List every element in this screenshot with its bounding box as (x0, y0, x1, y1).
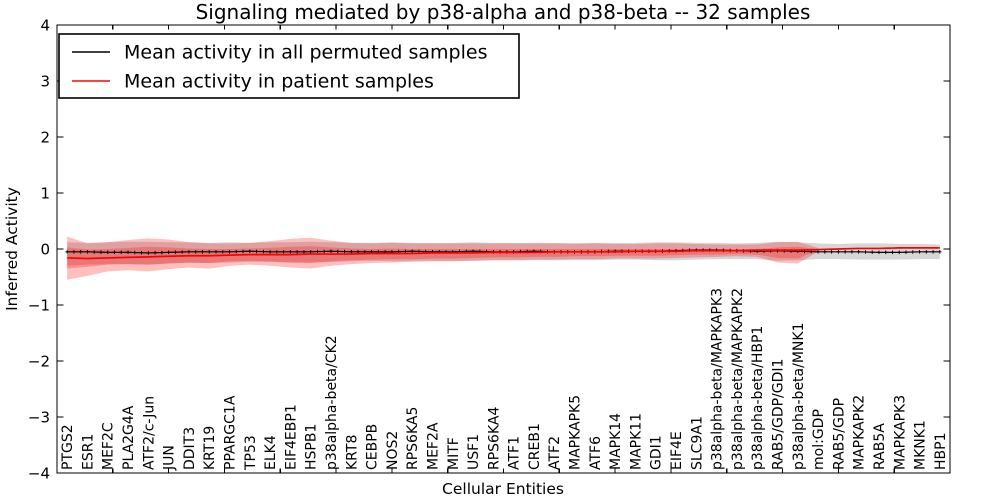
y-tick-label: 3 (40, 73, 50, 91)
y-tick-label: −1 (28, 297, 50, 315)
x-category-label: EIF4EBP1 (283, 404, 299, 470)
x-category-label: MEF2C (101, 422, 117, 470)
x-category-label: ELK4 (263, 435, 279, 470)
x-category-label: HSPB1 (304, 424, 320, 470)
y-axis-title: Inferred Activity (3, 187, 21, 311)
y-tick-label: 0 (40, 241, 50, 259)
y-tick-label: 4 (40, 17, 50, 35)
legend-box (58, 33, 520, 99)
x-category-label: ATF2 (547, 436, 563, 470)
x-category-label: MAPKAPK2 (852, 395, 868, 470)
confidence-band-patient-outer (67, 236, 819, 280)
y-tick-label: −4 (28, 465, 50, 483)
y-tick-label: 2 (40, 129, 50, 147)
y-tick-label: −2 (28, 353, 50, 371)
y-tick-label: 1 (40, 185, 50, 203)
legend: Mean activity in all permuted samples Me… (58, 33, 520, 99)
x-category-label: p38alpha-beta/MAPKAPK3 (710, 288, 726, 470)
x-category-label: p38alpha-beta/MNK1 (791, 323, 807, 471)
plot-dynamic-layer: 4 3 2 1 0 −1 −2 −3 −4 PTGS2 ESR1 MEF2C PLA2G4A ATF2/c… (28, 17, 951, 483)
x-category-label: JUN (162, 445, 178, 471)
legend-label-patient: Mean activity in patient samples (124, 71, 434, 93)
x-category-label: p38alpha-beta/HBP1 (750, 326, 766, 470)
plot-area (57, 25, 950, 473)
x-category-label: MKNK1 (913, 420, 929, 470)
x-category-label: RPS6KA4 (486, 407, 502, 470)
x-category-label: HBP1 (933, 433, 949, 470)
x-category-label: MAPK14 (608, 413, 624, 470)
x-category-label: USF1 (466, 434, 482, 470)
x-category-label: ATF2/c-Jun (141, 396, 157, 470)
x-category-label: PPARGC1A (223, 395, 239, 470)
y-tick-label: −3 (28, 409, 50, 427)
x-category-label: GDI1 (649, 435, 665, 470)
x-category-label: MAPK11 (628, 413, 644, 470)
x-category-label: p38alpha-beta/MAPKAPK2 (730, 288, 746, 470)
x-category-label: RPS6KA5 (405, 407, 421, 470)
x-category-label: MAPKAPK3 (892, 395, 908, 470)
plot-title: Signaling mediated by p38-alpha and p38-… (196, 0, 811, 24)
x-axis-title: Cellular Entities (442, 480, 564, 498)
x-category-label: MITF (446, 437, 462, 470)
x-category-label: RAB5A (872, 423, 888, 470)
x-category-label: PLA2G4A (121, 405, 137, 470)
x-category-label: CEBPB (365, 424, 381, 470)
x-category-label: p38alpha-beta/CK2 (324, 335, 340, 470)
x-category-label: MAPKAPK5 (568, 395, 584, 470)
x-category-label: DDIT3 (182, 427, 198, 470)
x-category-label: PTGS2 (60, 424, 76, 470)
x-category-label: KRT8 (344, 435, 360, 470)
x-category-label: NOS2 (385, 431, 401, 470)
x-category-label: RAB5/GDP/GDI1 (770, 359, 786, 470)
x-category-label: CREB1 (527, 423, 543, 470)
x-category-label: ESR1 (80, 434, 96, 470)
x-category-label: MEF2A (425, 422, 441, 470)
x-category-label: RAB5/GDP (831, 398, 847, 470)
x-category-label: KRT19 (202, 426, 218, 470)
x-category-label: EIF4E (669, 431, 685, 470)
confidence-band-permuted (67, 241, 940, 266)
mean-line-patient (67, 247, 940, 260)
x-category-label: ATF1 (507, 436, 523, 470)
x-category-label: SLC9A1 (689, 416, 705, 470)
x-category-label: ATF6 (588, 436, 604, 470)
legend-label-permuted: Mean activity in all permuted samples (124, 42, 487, 64)
x-category-label: mol:GDP (811, 409, 827, 470)
x-category-label: TP53 (243, 435, 259, 471)
